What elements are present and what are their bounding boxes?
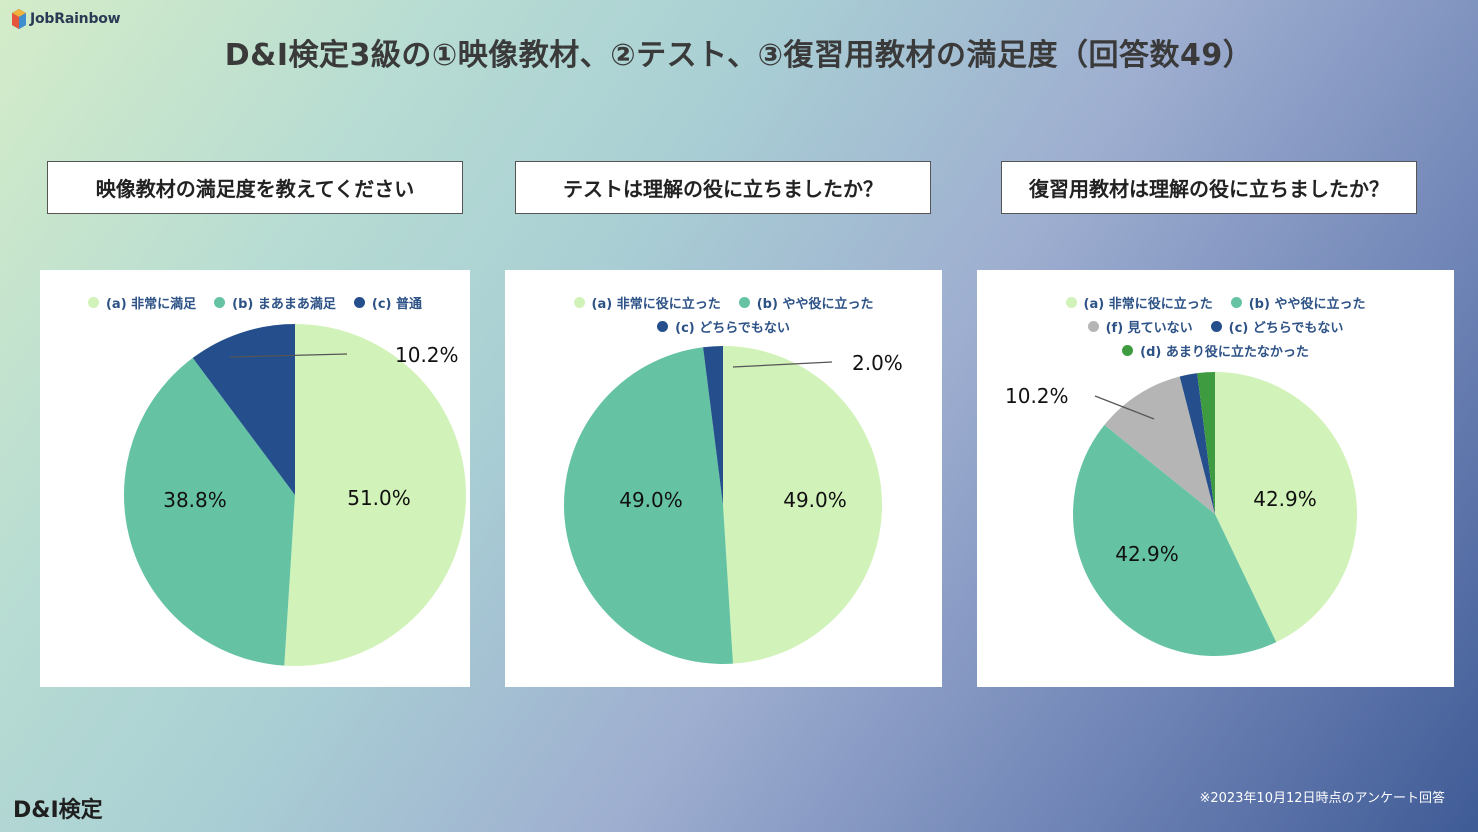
legend-item: (c) 普通 (353, 293, 423, 312)
question-box-3: 復習用教材は理解の役に立ちましたか？ (1001, 161, 1417, 214)
data-label: 49.0% (619, 488, 683, 512)
data-label: 10.2% (1005, 384, 1069, 408)
leader-line (732, 361, 833, 368)
brand-logo-text: D&I検定 (13, 798, 103, 823)
data-label: 10.2% (395, 343, 459, 367)
legend-swatch (573, 297, 585, 308)
legend-swatch (738, 297, 750, 308)
data-label: 42.9% (1115, 542, 1179, 566)
legend-swatch (657, 321, 669, 332)
chart-legend-2: (a) 非常に役に立った (b) やや役に立った (c) どちらでもない (505, 293, 942, 336)
legend-swatch (1065, 297, 1077, 308)
pie-slice (703, 346, 723, 505)
pie-slice (723, 346, 882, 664)
legend-swatch (214, 297, 226, 308)
data-label: 2.0% (852, 351, 903, 375)
legend-label: (a) 非常に役に立った (591, 297, 721, 312)
pie-slice (284, 324, 466, 666)
chart-panel-3: (a) 非常に役に立った (b) やや役に立った (f) 見ていない (c) どちらで… (977, 270, 1454, 687)
legend-label: (b) やや役に立った (756, 297, 874, 312)
legend-item: (a) 非常に満足 (87, 293, 197, 312)
legend-item: (d) あまり役に立たなかった (1122, 341, 1309, 360)
footnote: ※2023年10月12日時点のアンケート回答 (1199, 791, 1445, 806)
pie-chart-3: 42.9% 42.9% 10.2% (1005, 372, 1357, 656)
pie-slice (1215, 372, 1357, 643)
question-box-2: テストは理解の役に立ちましたか？ (515, 161, 931, 214)
jobrainbow-logo: JobRainbow (12, 9, 121, 29)
pie-slice (1179, 373, 1215, 514)
legend-item: (c) どちらでもない (657, 317, 790, 336)
legend-swatch (1230, 297, 1242, 308)
data-label: 51.0% (347, 486, 411, 510)
legend-swatch (87, 297, 99, 308)
leader-line (229, 353, 348, 358)
question-box-1: 映像教材の満足度を教えてください (47, 161, 463, 214)
pie-chart-2: 49.0% 49.0% 2.0% (564, 346, 903, 664)
legend-swatch (1087, 321, 1099, 332)
legend-label: (a) 非常に役に立った (1083, 297, 1213, 312)
legend-label: (b) まあまあ満足 (232, 297, 336, 312)
legend-swatch (1210, 321, 1222, 332)
pie-slice (1073, 424, 1277, 656)
legend-label: (c) 普通 (371, 297, 423, 312)
legend-label: (f) 見ていない (1105, 321, 1193, 336)
legend-swatch (1122, 345, 1134, 356)
chart-panel-1: (a) 非常に満足 (b) まあまあ満足 (c) 普通 51.0% 38.8% 10.2… (40, 270, 470, 687)
pie-slice (564, 347, 733, 664)
chart-legend-1: (a) 非常に満足 (b) まあまあ満足 (c) 普通 (40, 293, 470, 312)
logo-text: JobRainbow (30, 11, 121, 27)
legend-item: (b) やや役に立った (1230, 293, 1366, 312)
legend-swatch (353, 297, 365, 308)
legend-item: (a) 非常に役に立った (573, 293, 721, 312)
pie-slice (192, 324, 295, 495)
data-label: 49.0% (783, 488, 847, 512)
legend-label: (a) 非常に満足 (105, 297, 197, 312)
legend-item: (b) やや役に立った (738, 293, 874, 312)
legend-item: (b) まあまあ満足 (214, 293, 336, 312)
pie-chart-1: 51.0% 38.8% 10.2% (123, 324, 466, 666)
pie-slice (123, 357, 295, 666)
leader-line (1094, 395, 1155, 420)
legend-item: (f) 見ていない (1087, 317, 1193, 336)
legend-label: (c) どちらでもない (675, 321, 790, 336)
legend-label: (c) どちらでもない (1228, 321, 1344, 336)
data-label: 38.8% (163, 488, 227, 512)
jobrainbow-logo-icon (12, 9, 26, 29)
page-title: D&I検定3級の①映像教材、②テスト、③復習用教材の満足度（回答数49） (224, 38, 1254, 73)
legend-label: (b) やや役に立った (1248, 297, 1366, 312)
chart-legend-3: (a) 非常に役に立った (b) やや役に立った (f) 見ていない (c) どちらで… (977, 293, 1454, 360)
pie-slice (1197, 372, 1215, 514)
legend-label: (d) あまり役に立たなかった (1140, 345, 1309, 360)
legend-item: (a) 非常に役に立った (1065, 293, 1213, 312)
data-label: 42.9% (1253, 487, 1317, 511)
chart-panel-2: (a) 非常に役に立った (b) やや役に立った (c) どちらでもない 49.0%… (505, 270, 942, 687)
legend-item: (c) どちらでもない (1210, 317, 1344, 336)
